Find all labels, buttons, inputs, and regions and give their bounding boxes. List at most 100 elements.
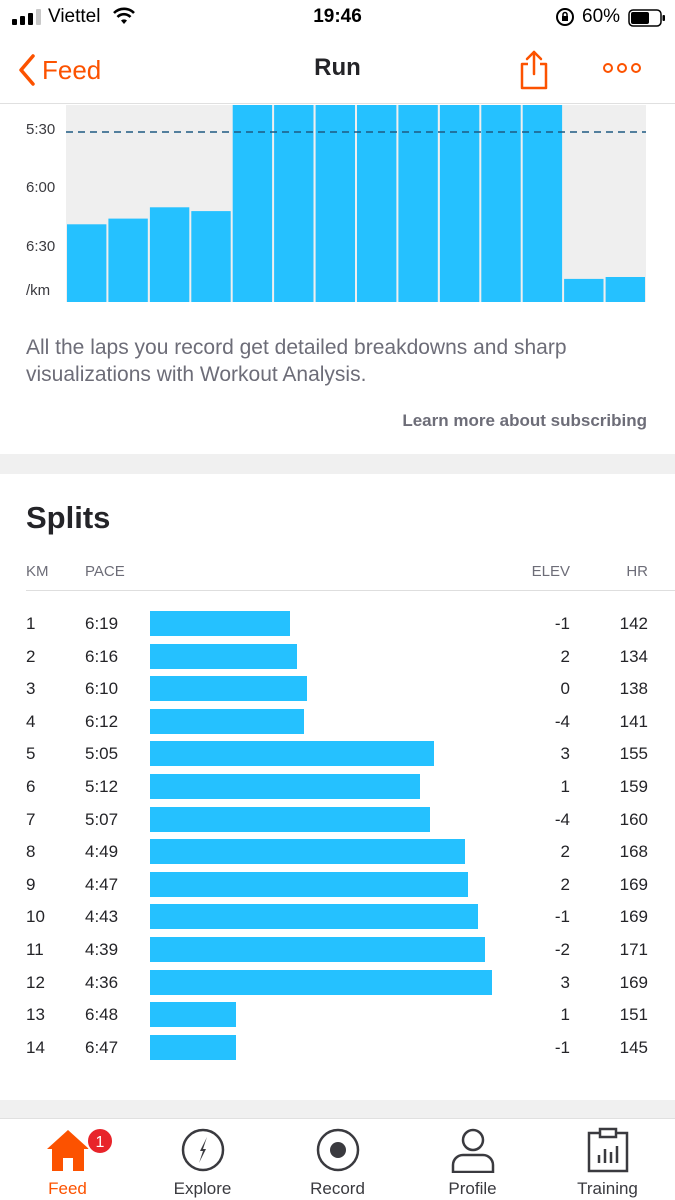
- carrier-label: Viettel: [48, 6, 101, 27]
- pace-bar: [439, 105, 480, 302]
- split-row: 10 4:43 -1 169: [0, 902, 675, 935]
- pace-bar: [605, 277, 645, 302]
- split-pace-bar: [150, 969, 492, 995]
- pace-chart: 5:30 6:00 6:30 /km: [0, 105, 675, 320]
- learn-more-link[interactable]: Learn more about subscribing: [402, 411, 647, 430]
- section-divider: [0, 454, 675, 474]
- header-elev: ELEV: [531, 563, 570, 580]
- nav-bar: Feed Run: [0, 36, 675, 104]
- pace-bar: [67, 224, 107, 302]
- split-km: 6: [26, 777, 36, 796]
- split-pace: 6:48: [85, 1005, 119, 1025]
- split-row: 8 4:49 2 168: [0, 837, 675, 870]
- split-elev: 0: [560, 679, 570, 699]
- record-icon: [316, 1128, 360, 1172]
- split-pace-bar: [150, 839, 465, 865]
- split-elev: -4: [554, 711, 570, 731]
- split-pace: 4:39: [85, 940, 119, 959]
- compass-icon: [181, 1128, 225, 1172]
- split-elev: -2: [554, 940, 570, 959]
- split-pace: 6:47: [85, 1037, 119, 1057]
- pace-bar: [357, 105, 397, 302]
- split-elev: 1: [560, 1005, 570, 1025]
- split-km: 14: [26, 1037, 45, 1057]
- split-pace-bar: [150, 774, 420, 799]
- split-km: 10: [26, 907, 45, 927]
- split-pace: 4:47: [85, 874, 119, 894]
- split-pace-bar: [150, 871, 468, 897]
- tab-label: Training: [577, 1179, 638, 1198]
- tab-bar: 1 Feed Explore Record Profile Training: [0, 1118, 675, 1200]
- split-pace-bar: [150, 708, 304, 734]
- tab-explore[interactable]: Explore: [135, 1119, 270, 1200]
- rotation-lock-icon: [556, 8, 574, 26]
- split-row: 2 6:16 2 134: [0, 642, 675, 675]
- split-row: 13 6:48 1 151: [0, 1000, 675, 1033]
- split-hr: 168: [619, 842, 648, 862]
- section-divider: [0, 1100, 675, 1118]
- y-axis-unit: /km: [26, 282, 51, 299]
- split-hr: 134: [619, 646, 648, 666]
- split-km: 9: [26, 874, 36, 894]
- status-bar: Viettel 19:46 60%: [0, 0, 675, 36]
- split-row: 7 5:07 -4 160: [0, 805, 675, 838]
- header-hr: HR: [626, 563, 648, 580]
- notification-badge: 1: [86, 1127, 114, 1155]
- split-km: 8: [26, 842, 36, 862]
- tab-label: Record: [310, 1179, 365, 1198]
- split-elev: -4: [554, 809, 570, 829]
- split-pace-bar: [150, 676, 307, 702]
- tab-feed[interactable]: 1 Feed: [0, 1119, 135, 1200]
- pace-bar: [108, 218, 148, 302]
- battery-percent: 60%: [582, 6, 621, 27]
- split-hr: 169: [619, 972, 648, 992]
- tab-record[interactable]: Record: [270, 1119, 405, 1200]
- pace-bar: [564, 278, 604, 302]
- training-icon: [587, 1127, 629, 1173]
- split-km: 7: [26, 809, 36, 829]
- split-pace-bar: [150, 1002, 236, 1028]
- split-pace-bar: [150, 611, 290, 636]
- split-pace-bar: [150, 904, 478, 930]
- splits-title: Splits: [26, 500, 111, 535]
- home-icon: [47, 1130, 89, 1171]
- split-row: 9 4:47 2 169: [0, 870, 675, 903]
- more-options-icon[interactable]: [602, 60, 642, 76]
- split-km: 13: [26, 1005, 45, 1025]
- split-pace-bar: [150, 1034, 236, 1060]
- wifi-icon: [113, 7, 135, 24]
- split-row: 1 6:19 -1 142: [0, 609, 675, 642]
- back-button[interactable]: Feed: [18, 52, 101, 88]
- pace-bar: [398, 105, 438, 302]
- pace-bar: [481, 105, 521, 302]
- split-hr: 169: [619, 874, 648, 894]
- split-km: 4: [26, 711, 36, 731]
- split-hr: 160: [619, 809, 648, 829]
- split-pace-bar: [150, 806, 430, 832]
- pace-chart-plot: [66, 105, 646, 302]
- y-tick-label: 5:30: [26, 121, 56, 138]
- tab-label: Profile: [448, 1179, 497, 1198]
- battery-icon: [628, 9, 665, 27]
- split-km: 1: [26, 614, 36, 633]
- tab-profile[interactable]: Profile: [405, 1119, 540, 1200]
- split-pace: 4:43: [85, 907, 119, 927]
- split-hr: 138: [619, 679, 648, 699]
- signal-icon: [12, 9, 41, 25]
- tab-training[interactable]: Training: [540, 1119, 675, 1200]
- split-hr: 155: [619, 744, 648, 764]
- split-hr: 151: [619, 1005, 648, 1025]
- split-row: 4 6:12 -4 141: [0, 707, 675, 740]
- share-icon[interactable]: [516, 48, 552, 90]
- split-hr: 159: [619, 777, 648, 796]
- split-row: 11 4:39 -2 171: [0, 935, 675, 968]
- split-hr: 169: [619, 907, 648, 927]
- pace-bar: [274, 105, 314, 302]
- pace-bar: [315, 105, 355, 302]
- split-hr: 141: [619, 711, 648, 731]
- page-title: Run: [314, 54, 361, 81]
- split-km: 3: [26, 679, 36, 699]
- y-tick-label: 6:30: [26, 238, 56, 255]
- split-elev: 3: [560, 972, 570, 992]
- tab-label: Explore: [173, 1179, 232, 1198]
